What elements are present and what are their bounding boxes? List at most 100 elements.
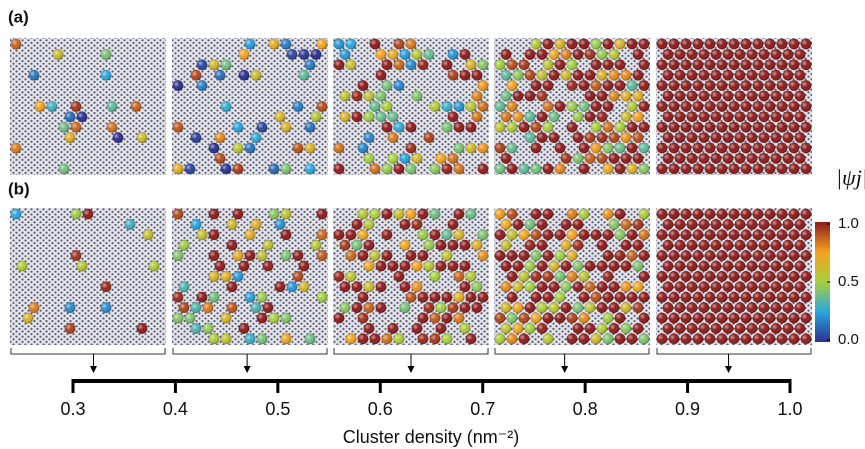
cluster-shine	[716, 101, 728, 112]
cluster-shine	[746, 260, 758, 272]
cluster-shine	[614, 250, 626, 261]
cluster-shine	[674, 69, 686, 81]
cluster-shine	[710, 111, 722, 123]
cluster-shine	[590, 229, 602, 241]
cluster-shine	[280, 333, 292, 345]
cluster-shine	[536, 302, 548, 313]
cluster-shine	[393, 38, 405, 50]
cluster-shine	[782, 111, 794, 123]
cluster-shine	[399, 49, 411, 60]
cluster-shine	[238, 323, 250, 334]
cluster-shine	[584, 111, 596, 123]
cluster-shine	[674, 323, 686, 334]
cluster-shine	[638, 208, 650, 220]
cluster-shine	[172, 163, 184, 175]
cluster-shine	[286, 281, 298, 293]
cluster-shine	[668, 142, 680, 154]
cluster-shine	[662, 260, 674, 272]
cluster-shine	[734, 49, 746, 60]
cluster-shine	[280, 121, 292, 133]
cluster-shine	[764, 121, 776, 133]
cluster-shine	[518, 312, 530, 324]
cluster-shine	[530, 312, 542, 324]
cluster-shine	[740, 142, 752, 154]
cluster-shine	[10, 142, 22, 154]
cluster-shine	[471, 239, 483, 251]
cluster-shine	[369, 333, 381, 345]
cluster-shine	[608, 153, 620, 164]
cluster-shine	[728, 38, 740, 50]
cluster-shine	[70, 121, 82, 133]
cluster-shine	[632, 90, 644, 102]
cluster-shine	[524, 323, 536, 334]
cluster-shine	[662, 90, 674, 102]
cluster-shine	[375, 69, 387, 81]
cluster-shine	[794, 90, 806, 102]
cluster-shine	[740, 271, 752, 282]
cluster-shine	[560, 219, 572, 230]
cluster-shine	[740, 163, 752, 175]
cluster-shine	[638, 271, 650, 282]
cluster-shine	[794, 260, 806, 272]
cluster-shine	[722, 132, 734, 143]
cluster-shine	[770, 239, 782, 251]
cluster-shine	[316, 250, 328, 261]
cluster-shine	[494, 312, 506, 324]
cluster-shine	[596, 281, 608, 293]
cluster-shine	[788, 101, 800, 112]
cluster-shine	[680, 271, 692, 282]
cluster-shine	[692, 101, 704, 112]
cluster-shine	[387, 49, 399, 60]
cluster-shine	[208, 59, 220, 71]
cluster-shine	[668, 229, 680, 241]
cluster-shine	[746, 132, 758, 143]
cluster-shine	[178, 302, 190, 313]
cluster-shine	[752, 121, 764, 133]
cluster-shine	[782, 69, 794, 81]
cluster-shine	[602, 101, 614, 112]
cluster-shine	[602, 208, 614, 220]
cluster-shine	[351, 219, 363, 230]
cluster-shine	[590, 142, 602, 154]
cluster-shine	[369, 250, 381, 261]
cluster-shine	[716, 208, 728, 220]
cluster-shine	[692, 80, 704, 91]
cluster-shine	[656, 208, 668, 220]
cluster-shine	[52, 49, 64, 60]
cluster-shine	[752, 333, 764, 345]
cluster-shine	[274, 281, 286, 293]
cluster-shine	[477, 250, 489, 261]
cluster-shine	[734, 219, 746, 230]
cluster-shine	[441, 163, 453, 175]
cluster-shine	[226, 302, 238, 313]
cluster-shine	[638, 229, 650, 241]
cluster-shine	[788, 271, 800, 282]
cluster-shine	[794, 111, 806, 123]
cluster-shine	[692, 291, 704, 303]
cluster-shine	[512, 302, 524, 313]
cluster-shine	[584, 260, 596, 272]
cluster-shine	[112, 132, 124, 143]
cluster-shine	[782, 239, 794, 251]
cluster-shine	[435, 323, 447, 334]
cluster-shine	[232, 208, 244, 220]
cluster-shine	[506, 142, 518, 154]
colorbar	[815, 222, 830, 342]
x-tick-label: 0.4	[163, 399, 188, 419]
cluster-shine	[536, 90, 548, 102]
cluster-shine	[429, 101, 441, 112]
cluster-shine	[459, 260, 471, 272]
cluster-shine	[602, 142, 614, 154]
cluster-shine	[381, 250, 393, 261]
cluster-shine	[764, 163, 776, 175]
cluster-shine	[656, 312, 668, 324]
cluster-shine	[764, 271, 776, 282]
cluster-shine	[345, 333, 357, 345]
cluster-shine	[752, 250, 764, 261]
cluster-shine	[776, 59, 788, 71]
cluster-shine	[506, 271, 518, 282]
cluster-shine	[662, 281, 674, 293]
cluster-shine	[632, 49, 644, 60]
cluster-shine	[740, 101, 752, 112]
cluster-shine	[656, 333, 668, 345]
